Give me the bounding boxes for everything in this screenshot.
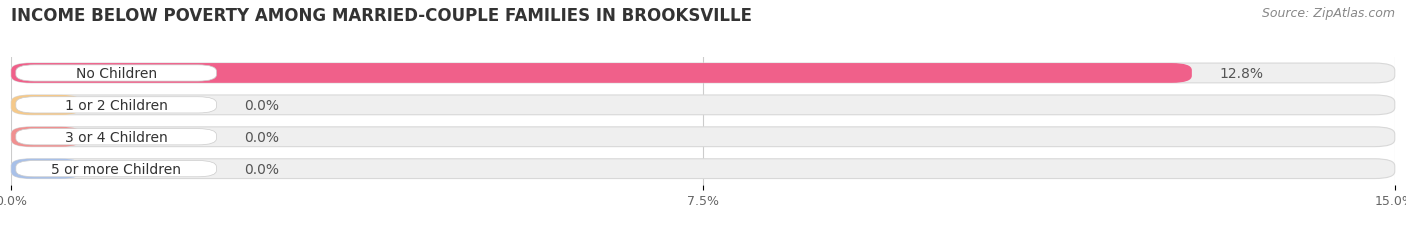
Text: 0.0%: 0.0% — [245, 162, 280, 176]
FancyBboxPatch shape — [11, 127, 1395, 147]
FancyBboxPatch shape — [11, 96, 82, 115]
Text: 0.0%: 0.0% — [245, 98, 280, 112]
FancyBboxPatch shape — [11, 64, 1192, 83]
Text: 5 or more Children: 5 or more Children — [51, 162, 181, 176]
FancyBboxPatch shape — [15, 161, 217, 177]
FancyBboxPatch shape — [15, 66, 217, 82]
FancyBboxPatch shape — [11, 159, 82, 179]
FancyBboxPatch shape — [11, 64, 1395, 83]
Text: Source: ZipAtlas.com: Source: ZipAtlas.com — [1261, 7, 1395, 20]
Text: INCOME BELOW POVERTY AMONG MARRIED-COUPLE FAMILIES IN BROOKSVILLE: INCOME BELOW POVERTY AMONG MARRIED-COUPL… — [11, 7, 752, 25]
Text: 0.0%: 0.0% — [245, 130, 280, 144]
Text: No Children: No Children — [76, 67, 156, 81]
FancyBboxPatch shape — [15, 97, 217, 113]
FancyBboxPatch shape — [11, 127, 82, 147]
Text: 3 or 4 Children: 3 or 4 Children — [65, 130, 167, 144]
FancyBboxPatch shape — [11, 159, 1395, 179]
Text: 12.8%: 12.8% — [1219, 67, 1264, 81]
FancyBboxPatch shape — [11, 96, 1395, 115]
FancyBboxPatch shape — [15, 129, 217, 145]
Text: 1 or 2 Children: 1 or 2 Children — [65, 98, 167, 112]
